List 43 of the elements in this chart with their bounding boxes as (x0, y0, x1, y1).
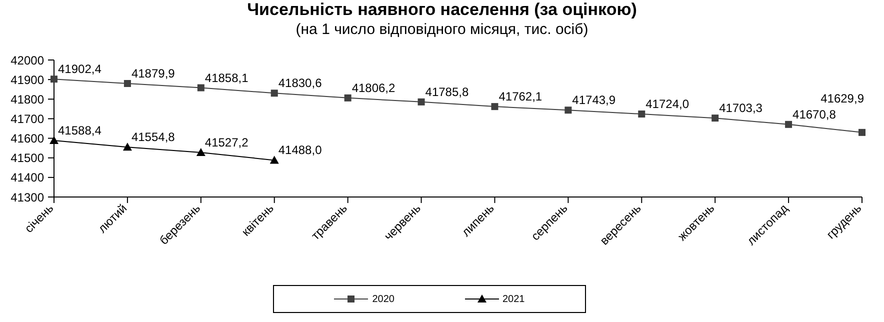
y-tick-label: 41900 (10, 72, 44, 87)
legend-label: 2020 (371, 294, 394, 304)
data-label: 41830,6 (278, 76, 322, 90)
data-label: 41588,4 (58, 124, 102, 138)
point (196, 148, 206, 156)
point (638, 110, 646, 118)
data-label: 41858,1 (204, 70, 249, 85)
point (197, 84, 204, 92)
y-tick-label: 41500 (10, 151, 44, 166)
data-label: 41806,2 (352, 80, 396, 95)
y-tick-label: 41300 (10, 190, 44, 204)
legend-label: 2021 (502, 294, 525, 304)
point (785, 120, 792, 128)
point (270, 156, 279, 164)
point (491, 103, 498, 110)
data-label: 41879,9 (131, 66, 176, 81)
point (122, 142, 132, 151)
data-label: 41488,0 (278, 143, 322, 158)
point (124, 80, 131, 88)
point (418, 98, 425, 106)
y-tick-label: 41400 (10, 170, 44, 185)
data-label: 41743,9 (572, 93, 616, 108)
point (564, 106, 572, 114)
data-label: 41724,0 (646, 97, 690, 112)
data-label: 41527,2 (204, 136, 249, 150)
chart-title: Чисельність наявного населення (за оцінкою) (246, 0, 638, 20)
data-label: 41703,3 (719, 101, 763, 116)
data-label: 41762,1 (498, 90, 542, 104)
data-label: 41902,4 (58, 62, 102, 76)
point (344, 94, 352, 102)
y-tick-label: 42000 (10, 53, 44, 68)
data-label: 41670,8 (792, 107, 836, 122)
data-label: 41554,8 (131, 130, 176, 144)
y-tick-label: 41800 (10, 92, 44, 106)
data-label: 41629,9 (820, 91, 864, 106)
point (858, 128, 866, 136)
y-tick-label: 41700 (10, 112, 44, 126)
point (712, 114, 719, 122)
point (50, 76, 58, 83)
y-tick-label: 41600 (10, 132, 44, 146)
point (270, 90, 278, 97)
chart-subtitle: (на 1 число відповідного місяця, тис. осіб) (294, 21, 590, 38)
data-label: 41785,8 (425, 84, 469, 99)
